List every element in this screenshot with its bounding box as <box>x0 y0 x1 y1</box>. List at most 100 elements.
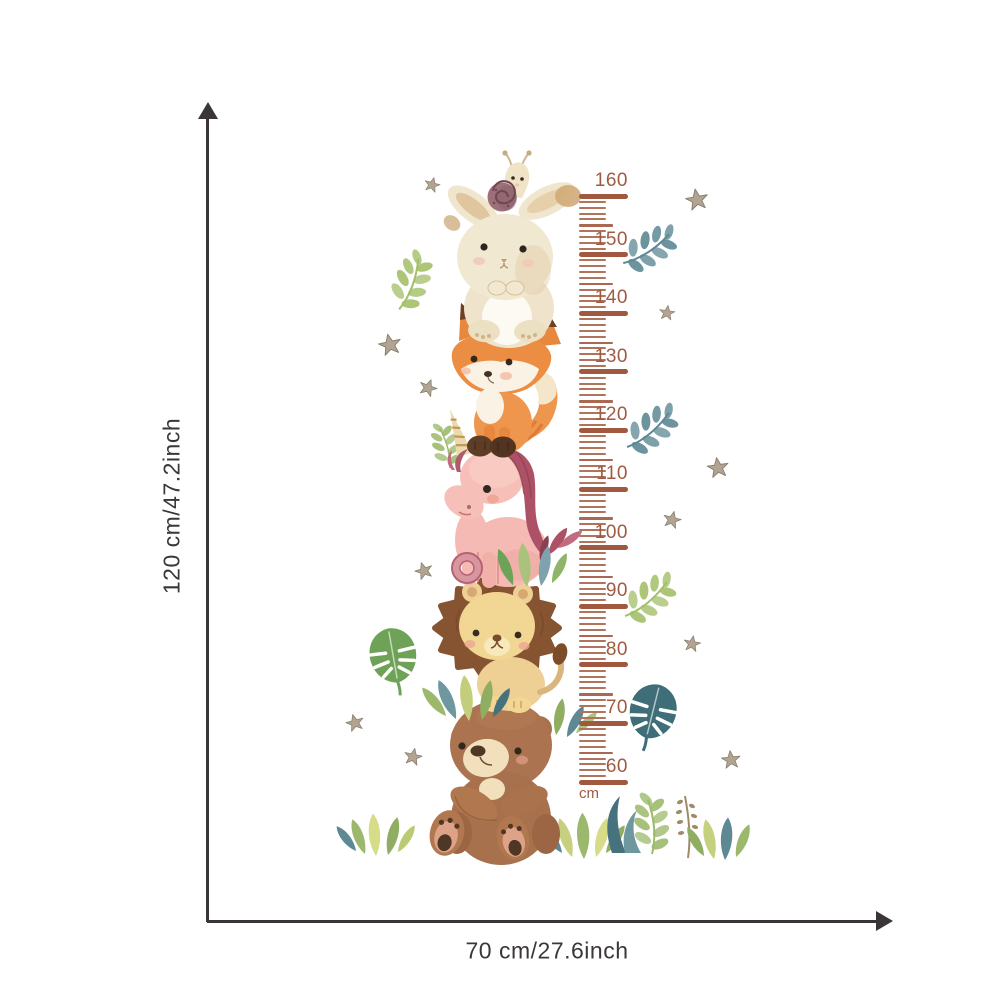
unicorn-horn <box>449 409 473 458</box>
star-icon <box>682 634 702 653</box>
star-icon <box>661 508 684 530</box>
ruler-tick <box>579 241 606 244</box>
ruler-tick <box>579 552 606 555</box>
ruler-tick <box>579 757 606 760</box>
ruler-tick <box>579 529 606 532</box>
ruler-tick <box>579 441 606 444</box>
ruler-mark-line <box>579 310 628 316</box>
ruler-tick <box>579 376 606 379</box>
ruler-tick <box>579 669 606 672</box>
ruler-tick <box>579 611 606 614</box>
growth-ruler: 160 150 140 130 120 110 100 90 80 70 60 cm <box>579 0 649 1001</box>
ruler-tick <box>579 628 606 631</box>
star-icon <box>376 331 404 357</box>
ruler-tick <box>579 388 606 391</box>
grass-left <box>333 813 419 857</box>
ruler-tick <box>579 704 606 707</box>
ruler-tick <box>579 599 606 602</box>
ruler-tick <box>579 382 606 385</box>
seed-sprig <box>675 795 699 859</box>
ruler-tick <box>579 769 606 772</box>
ruler-tick <box>579 745 606 748</box>
ruler-tick <box>579 470 606 473</box>
ruler-tick <box>579 271 606 274</box>
ruler-tick <box>579 739 606 742</box>
ruler-tick <box>579 347 606 350</box>
ruler-tick <box>579 224 613 227</box>
ruler-mark-line <box>579 427 628 433</box>
ruler-unit-label: cm <box>579 785 599 802</box>
ruler-tick <box>579 405 606 408</box>
unicorn <box>444 409 585 588</box>
ruler-tick <box>579 277 606 280</box>
ruler-tick <box>579 534 606 537</box>
width-dimension-label: 70 cm/27.6inch <box>465 937 629 964</box>
ruler-tick <box>579 540 606 543</box>
ruler-tick <box>579 728 606 731</box>
ruler-tick <box>579 323 606 326</box>
star-icon <box>402 746 424 767</box>
ruler-tick <box>579 570 606 573</box>
ruler-tick <box>579 458 613 462</box>
ruler-tick <box>579 364 606 367</box>
ruler-tick <box>579 288 606 291</box>
ruler-tick <box>579 318 606 321</box>
ruler-tick <box>579 476 606 479</box>
ruler-tick <box>579 499 606 502</box>
ruler-tick <box>579 394 606 397</box>
ruler-tick <box>579 640 606 643</box>
ruler-tick <box>579 306 606 309</box>
ruler-tick <box>579 581 606 584</box>
ruler-mark-line <box>579 545 628 551</box>
right-arrow-icon <box>876 911 893 931</box>
ruler-tick <box>579 482 606 485</box>
ruler-tick <box>579 200 606 203</box>
ruler-mark-number: 70 <box>605 697 628 719</box>
ruler-mark-number: 80 <box>605 638 628 660</box>
ruler-tick <box>579 698 606 701</box>
ruler-tick <box>579 411 606 414</box>
ruler-tick <box>579 423 606 426</box>
ruler-mark-number: 150 <box>594 228 628 250</box>
ruler-mark-number: 140 <box>594 287 628 309</box>
ruler-tick <box>579 294 606 297</box>
ruler-tick <box>579 616 606 619</box>
ruler-tick <box>579 446 606 449</box>
ruler-tick <box>579 675 606 678</box>
ruler-tick <box>579 593 606 596</box>
ruler-mark-number: 130 <box>594 345 628 367</box>
ruler-tick <box>579 329 606 332</box>
ruler-tick <box>579 341 613 344</box>
star-icon <box>416 376 440 399</box>
ruler-mark-number: 100 <box>594 521 628 543</box>
ruler-tick <box>579 452 606 455</box>
ruler-tick <box>579 734 606 737</box>
ruler-tick <box>579 523 606 526</box>
lion <box>432 576 568 713</box>
ruler-tick <box>579 564 606 567</box>
ruler-tick <box>579 464 606 467</box>
ruler-tick <box>579 335 606 338</box>
bear-foot-left <box>429 810 465 856</box>
ruler-tick <box>579 681 606 684</box>
width-dimension-line <box>207 920 877 923</box>
ruler-tick <box>579 657 606 660</box>
bear <box>429 700 560 865</box>
leaf-sprig <box>380 242 445 319</box>
ruler-tick <box>579 716 606 719</box>
star-icon <box>422 175 442 194</box>
ruler-tick <box>579 493 606 496</box>
ruler-tick <box>579 236 606 239</box>
ruler-tick <box>579 652 606 655</box>
height-dimension-line <box>206 114 209 922</box>
ruler-mark-line <box>579 486 628 492</box>
ruler-mark-number: 110 <box>596 463 628 484</box>
ruler-mark-line <box>579 779 628 785</box>
ruler-mark-number: 120 <box>594 404 628 426</box>
ruler-mark-number: 60 <box>605 756 628 777</box>
ruler-tick <box>579 435 606 438</box>
star-icon <box>705 455 731 479</box>
ruler-tick <box>579 282 613 286</box>
ruler-tick <box>579 587 606 590</box>
